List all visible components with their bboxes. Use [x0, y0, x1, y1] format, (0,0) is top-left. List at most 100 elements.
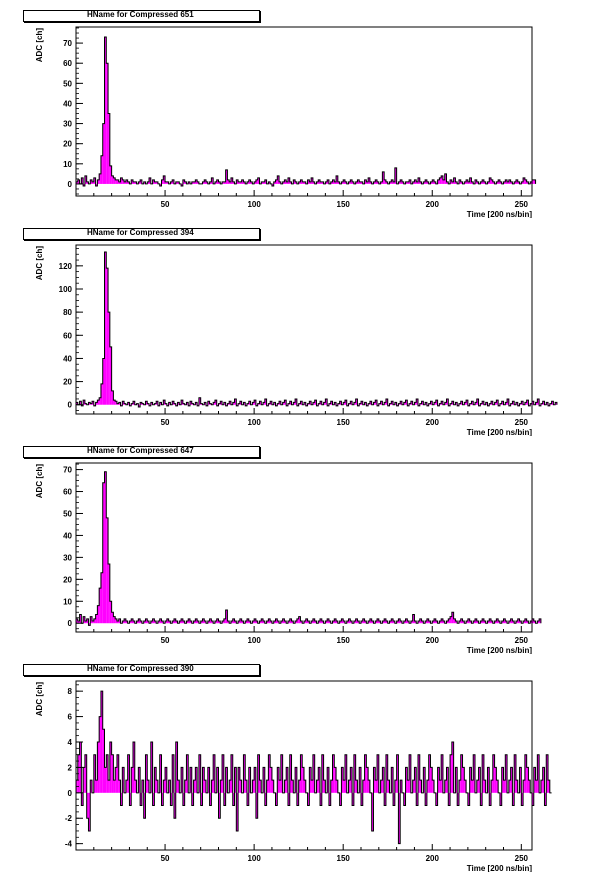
x-tick-label: 50 [161, 200, 170, 209]
plot-frame [75, 680, 533, 851]
histogram-bar [109, 165, 112, 184]
histogram-bar [79, 401, 82, 405]
histogram-bar [389, 621, 392, 624]
histogram-bar [120, 177, 123, 184]
histogram-bar [537, 398, 540, 405]
x-tick-label: 100 [247, 854, 261, 863]
histogram-bar [418, 621, 420, 624]
histogram-bar [76, 618, 78, 624]
histogram-bar [102, 482, 105, 624]
histogram-bar [84, 175, 87, 184]
histogram-bar [305, 404, 308, 406]
histogram-bar [501, 401, 504, 405]
histogram-bar [503, 618, 506, 624]
histogram-bar [287, 792, 290, 806]
histogram-bar [339, 401, 342, 405]
histogram-bar [129, 404, 132, 406]
histogram-bar [129, 621, 132, 624]
histogram-bar [143, 181, 146, 184]
histogram-bar [163, 780, 166, 793]
histogram-bar [489, 618, 492, 624]
histogram-bar [353, 621, 356, 624]
histogram-bar [510, 181, 513, 184]
histogram-bar [195, 767, 198, 793]
histogram-bar [232, 618, 235, 624]
histogram-bar [339, 792, 342, 806]
histogram-bar [505, 621, 508, 624]
histogram-bar [371, 792, 374, 831]
histogram-bar [229, 780, 231, 793]
histogram-bar [108, 312, 110, 405]
histogram-bar [149, 404, 151, 406]
histogram-bar [523, 780, 525, 793]
histogram-bar [496, 780, 499, 793]
histogram-bar [268, 403, 271, 405]
histogram-bar [437, 767, 440, 793]
histogram-bar [86, 618, 89, 624]
histogram-bar [136, 621, 139, 624]
histogram-bar [300, 621, 303, 624]
histogram-bar [426, 618, 429, 624]
histogram-bar [143, 792, 146, 819]
histogram-bar [505, 754, 508, 793]
histogram-bar [204, 780, 207, 793]
histogram-bar [286, 404, 288, 406]
histogram-bar [320, 792, 322, 806]
histogram-bar [248, 767, 251, 793]
histogram-bar [503, 780, 506, 793]
histogram-bar [104, 251, 107, 405]
histogram-title-box: HName for Compressed 394 [23, 228, 260, 240]
histogram-bar [393, 792, 395, 806]
histogram-bar [385, 398, 388, 405]
y-axis-label: ADC [ch] [35, 28, 44, 63]
histogram-bar [373, 181, 376, 184]
histogram-bar [517, 181, 520, 184]
histogram-bar [245, 404, 247, 406]
x-tick-label: 200 [426, 418, 440, 427]
histogram-bar [295, 181, 297, 184]
histogram-bar [451, 401, 454, 405]
y-tick-label: 60 [63, 59, 72, 68]
histogram-bar [284, 400, 287, 405]
histogram-bar [482, 401, 484, 405]
histogram-bar [451, 741, 454, 793]
histogram-bar [230, 621, 233, 624]
histogram-bar [384, 402, 386, 405]
histogram-bar [515, 179, 518, 184]
histogram-bar [526, 400, 529, 405]
histogram-bar [106, 754, 109, 793]
histogram-bar [432, 621, 435, 624]
histogram-bar [348, 403, 351, 405]
histogram-bar [261, 181, 264, 184]
histogram-bar [83, 616, 85, 624]
histogram-bar [131, 403, 133, 405]
histogram-bar [471, 401, 474, 405]
histogram-bar [182, 621, 185, 624]
histogram-bar [307, 179, 310, 184]
histogram-bar [88, 623, 91, 626]
histogram-bar [102, 123, 105, 184]
histogram-bar [423, 181, 426, 184]
histogram-bar [382, 621, 385, 624]
histogram-bar [321, 181, 324, 184]
histogram-bar [188, 618, 190, 624]
histogram-bar [247, 792, 249, 806]
histogram-bar [124, 181, 126, 184]
histogram-bar [213, 754, 215, 793]
histogram-bar [469, 621, 472, 624]
plot-frame [75, 244, 533, 415]
histogram-bar [213, 402, 215, 405]
histogram-bar [400, 621, 402, 624]
histogram-bar [259, 401, 262, 405]
histogram-bar [204, 179, 207, 184]
x-tick-label: 200 [426, 636, 440, 645]
histogram-bar [403, 792, 406, 806]
histogram-bar [99, 173, 101, 184]
y-tick-label: 50 [63, 509, 72, 518]
histogram-bar [425, 792, 427, 806]
histogram-bar [255, 404, 258, 406]
x-axis-label: Time [200 ns/bin] [467, 428, 533, 436]
histogram-bar [489, 403, 492, 405]
histogram-bar [234, 621, 237, 624]
histogram-bar [300, 401, 303, 405]
